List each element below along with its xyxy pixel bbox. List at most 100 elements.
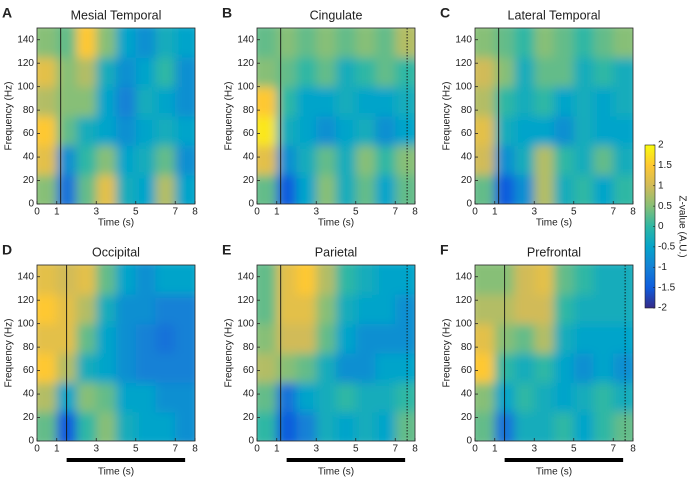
colorbar-tick-label: -1.5 — [658, 282, 676, 293]
heatmap-cell — [336, 353, 357, 383]
heatmap-cell — [475, 353, 496, 383]
heatmap-cell — [554, 382, 575, 413]
heatmap-cell — [475, 411, 496, 441]
heatmap-cell — [76, 57, 97, 88]
heatmap-cell — [514, 353, 535, 383]
heatmap-cell — [135, 323, 156, 354]
heatmap-cell — [613, 353, 633, 383]
heatmap-cell — [534, 86, 555, 117]
x-tick-label: 3 — [531, 207, 537, 218]
heatmap-cell — [336, 411, 357, 441]
heatmap-cell — [276, 411, 297, 441]
heatmap-cell — [276, 353, 297, 383]
heatmap-cell — [573, 411, 594, 441]
heatmap-cell — [257, 174, 278, 204]
x-tick-label: 3 — [93, 444, 99, 455]
heatmap-cell — [375, 382, 396, 413]
axes-frame — [474, 27, 634, 205]
heatmap-cell — [175, 265, 195, 295]
axes-frame — [474, 264, 634, 442]
heatmap-cell — [355, 57, 376, 88]
x-tick-label: 0 — [254, 444, 260, 455]
heatmap-cell — [593, 323, 614, 354]
y-tick-label: 20 — [23, 412, 35, 423]
x-tick-label: 1 — [492, 207, 498, 218]
heatmap-cell — [96, 294, 117, 325]
heatmap-cell — [593, 86, 614, 117]
heatmap-cell — [56, 174, 77, 204]
y-axis-label: Frequency (Hz) — [4, 82, 15, 151]
heatmap-cell — [534, 265, 555, 295]
heatmap-cell — [276, 145, 297, 176]
x-tick-label: 8 — [412, 207, 418, 218]
heatmap-cell — [573, 265, 594, 295]
heatmap-cell — [37, 323, 58, 354]
heatmap-cell — [336, 174, 357, 204]
heatmap-cell — [375, 145, 396, 176]
heatmap-cell — [116, 174, 137, 204]
heatmap-cell — [316, 294, 337, 325]
x-tick-label: 7 — [610, 207, 616, 218]
heatmap-cell — [76, 382, 97, 413]
heatmap-cell — [475, 116, 496, 146]
heatmap-cell — [135, 382, 156, 413]
heatmap-cell — [76, 28, 97, 58]
heatmap-cell — [56, 86, 77, 117]
heatmap-cell — [116, 411, 137, 441]
heatmap-cell — [375, 174, 396, 204]
colorbar-tick-label: 1 — [658, 180, 664, 191]
heatmap-cell — [336, 382, 357, 413]
y-tick-label: 0 — [28, 199, 34, 210]
heatmap-cell — [395, 116, 415, 146]
heatmap-cell — [116, 116, 137, 146]
heatmap-cell — [175, 294, 195, 325]
y-tick-label: 100 — [455, 81, 472, 92]
heatmap-cells — [257, 28, 415, 204]
heatmap-cell — [76, 323, 97, 354]
heatmap-cell — [96, 57, 117, 88]
panel-letter: F — [440, 242, 449, 258]
heatmap-cell — [573, 382, 594, 413]
heatmap-cell — [175, 411, 195, 441]
y-tick-label: 0 — [466, 199, 472, 210]
heatmap-cell — [175, 57, 195, 88]
heatmap-cell — [475, 265, 496, 295]
heatmap-cell — [593, 294, 614, 325]
x-tick-label: 1 — [274, 444, 280, 455]
heatmap-cell — [116, 86, 137, 117]
heatmap-cell — [296, 382, 317, 413]
heatmap-cell — [395, 174, 415, 204]
y-tick-label: 100 — [17, 81, 34, 92]
heatmap-cell — [175, 28, 195, 58]
heatmap-cell — [37, 116, 58, 146]
panel-letter: D — [2, 242, 12, 258]
y-tick-label: 0 — [466, 436, 472, 447]
y-tick-label: 40 — [243, 389, 255, 400]
heatmap-cell — [175, 382, 195, 413]
y-axis-label: Frequency (Hz) — [442, 82, 453, 151]
y-tick-label: 120 — [237, 58, 254, 69]
y-tick-label: 140 — [17, 271, 34, 282]
y-tick-label: 40 — [461, 152, 473, 163]
heatmap-cell — [56, 57, 77, 88]
heatmap-cell — [573, 116, 594, 146]
heatmap-cell — [613, 323, 633, 354]
heatmap-cell — [534, 353, 555, 383]
heatmap-cell — [554, 116, 575, 146]
heatmap-cell — [593, 145, 614, 176]
chart-title: Cingulate — [310, 8, 363, 22]
heatmap-cell — [155, 382, 176, 413]
x-tick-label: 0 — [34, 207, 40, 218]
axes-frame — [256, 27, 416, 205]
heatmap-cell — [336, 265, 357, 295]
y-tick-label: 140 — [237, 271, 254, 282]
y-tick-label: 80 — [23, 342, 35, 353]
colorbar-tick-label: 2 — [658, 140, 664, 151]
heatmap-cell — [395, 86, 415, 117]
heatmap-cell — [593, 174, 614, 204]
heatmap-cell — [395, 353, 415, 383]
heatmap-cell — [116, 382, 137, 413]
heatmap-cell — [475, 294, 496, 325]
heatmap-cell — [613, 145, 633, 176]
x-tick-label: 8 — [192, 444, 198, 455]
